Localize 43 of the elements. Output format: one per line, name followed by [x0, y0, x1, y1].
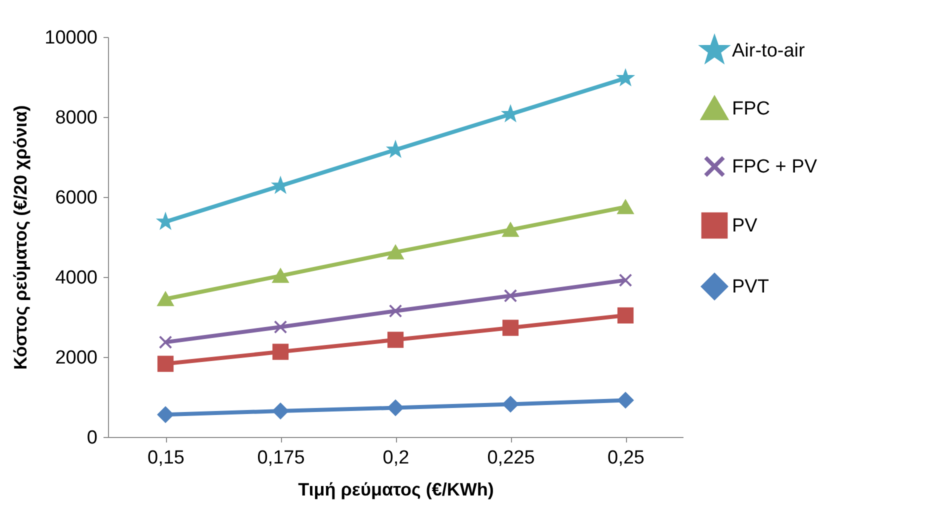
x-axis-title: Τιμή ρεύματος (€/KWh): [298, 480, 494, 500]
legend-label: PVT: [732, 276, 770, 298]
point: [502, 222, 519, 237]
point: [157, 406, 174, 423]
point: [502, 106, 518, 121]
point: [387, 332, 404, 348]
point: [388, 142, 404, 157]
y-tick-label: 0: [86, 428, 98, 448]
point: [272, 402, 289, 420]
x-tick-label: 0,25: [608, 448, 644, 468]
point: [272, 344, 289, 360]
point: [274, 320, 288, 334]
point: [388, 304, 402, 318]
legend-label: Air-to-air: [732, 40, 806, 62]
legend-label: FPC + PV: [732, 156, 818, 178]
y-tick-label: 2000: [55, 348, 98, 368]
y-tick-label: 6000: [55, 188, 98, 208]
point: [618, 274, 632, 287]
point: [157, 292, 174, 306]
point: [272, 178, 288, 193]
point: [387, 400, 404, 416]
legend-label: PV: [732, 216, 758, 236]
point: [272, 268, 289, 283]
point: [617, 392, 634, 408]
y-axis-title: Κόστος ρεύματος (€/20 χρόνια): [10, 105, 31, 370]
x-tick-label: 0,2: [382, 448, 410, 468]
point: [502, 320, 519, 336]
point: [158, 214, 174, 229]
y-tick-label: 8000: [55, 108, 98, 128]
point: [618, 70, 634, 85]
point: [157, 356, 174, 372]
y-tick-label: 10000: [44, 28, 98, 48]
point: [502, 396, 519, 412]
point: [387, 245, 404, 260]
point: [617, 307, 634, 324]
legend-label: FPC: [732, 98, 770, 120]
y-tick-label: 4000: [55, 268, 98, 288]
x-tick-label: 0,175: [257, 448, 305, 468]
x-tick-label: 0,225: [487, 448, 535, 468]
point: [504, 289, 518, 302]
x-tick-label: 0,15: [148, 448, 184, 468]
point: [617, 200, 634, 214]
point: [158, 336, 172, 349]
